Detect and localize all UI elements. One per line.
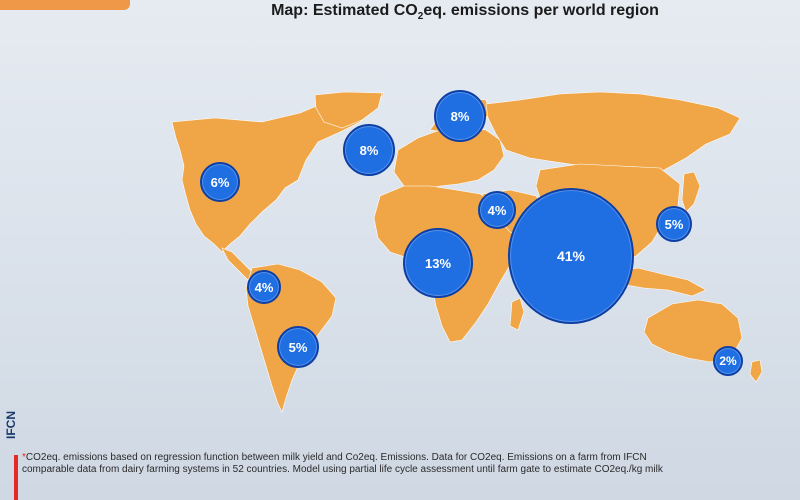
- ifcn-logo: IFCN: [2, 405, 20, 445]
- map-title-subscript: 2: [417, 11, 424, 23]
- bubble-south-america-north: 4%: [247, 270, 281, 304]
- footnote-marker: *: [22, 452, 26, 463]
- footnote-accent-bar: [14, 455, 18, 500]
- map-title: Map: Estimated CO2eq. emissions per worl…: [0, 2, 800, 22]
- footnote-line-1: *CO2eq. emissions based on regression fu…: [22, 452, 792, 464]
- bubble-south-america-south: 5%: [277, 326, 319, 368]
- footnote: *CO2eq. emissions based on regression fu…: [22, 452, 792, 476]
- land-southeast-asia-islands: [609, 267, 707, 297]
- map-title-suffix: eq. emissions per world region: [423, 2, 659, 19]
- land-north-asia: [485, 91, 741, 177]
- footnote-line-1-text: CO2eq. emissions based on regression fun…: [25, 452, 647, 463]
- bubble-africa: 13%: [403, 228, 473, 298]
- land-madagascar: [509, 297, 525, 331]
- bubble-east-asia: 5%: [656, 206, 692, 242]
- footnote-line-2: comparable data from dairy farming syste…: [22, 464, 663, 475]
- ifcn-logo-text: IFCN: [4, 411, 18, 439]
- map-title-prefix: Map: Estimated CO: [271, 2, 418, 19]
- bubble-middle-east: 4%: [478, 191, 516, 229]
- land-greenland: [314, 91, 383, 129]
- bubble-south-asia: 41%: [508, 188, 634, 324]
- bubble-russia-north: 8%: [434, 90, 486, 142]
- bubble-north-america: 6%: [200, 162, 240, 202]
- land-new-zealand: [749, 359, 763, 383]
- bubble-northern-europe: 8%: [343, 124, 395, 176]
- bubble-oceania: 2%: [713, 346, 743, 376]
- header-accent-bar: [0, 0, 130, 10]
- land-japan: [681, 171, 701, 213]
